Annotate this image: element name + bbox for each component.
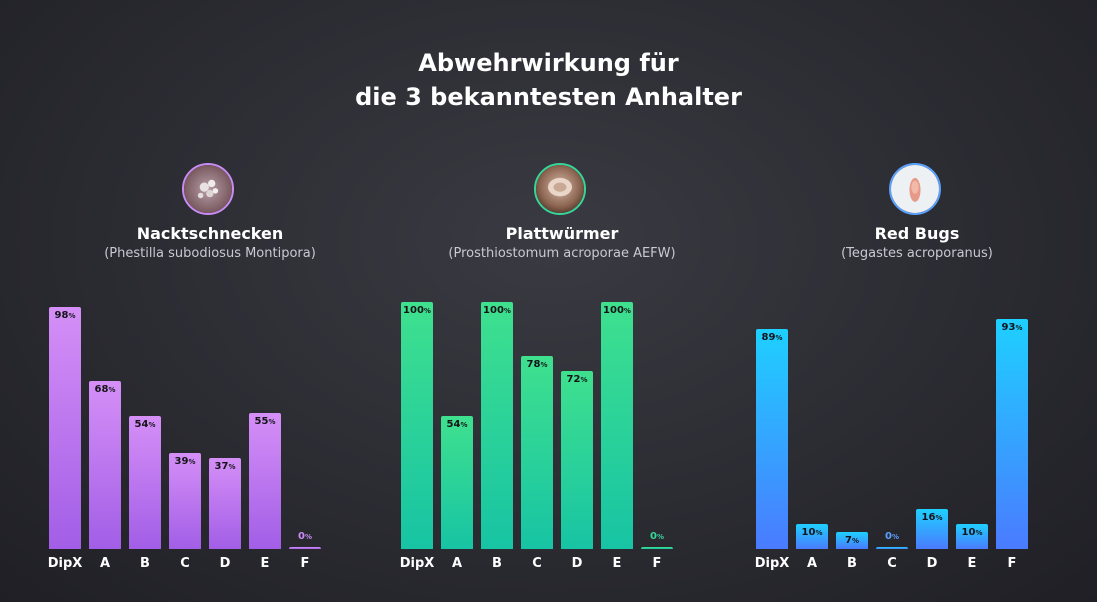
category-label: F bbox=[300, 556, 310, 571]
bar-chart-nacktschnecken: 98% DipX 68% A 54% B 39% C 37% D 55% E 0% F bbox=[45, 160, 375, 590]
data-label: 54% bbox=[446, 418, 468, 430]
chart-title-line-2: die 3 bekanntesten Anhalter bbox=[355, 83, 742, 111]
flatworm-photo-icon bbox=[534, 163, 586, 215]
bar-e bbox=[956, 524, 988, 549]
data-label: 0% bbox=[298, 531, 312, 542]
bar-e bbox=[249, 413, 281, 549]
bar-b bbox=[129, 415, 161, 549]
bar-b bbox=[481, 302, 513, 549]
category-label: DipX bbox=[399, 556, 435, 571]
red-bug-photo-icon bbox=[889, 163, 941, 215]
category-label: D bbox=[219, 556, 231, 571]
data-label: 7% bbox=[845, 534, 859, 546]
panel-subtitle: (Tegastes acroporanus) bbox=[841, 246, 993, 261]
bar-a bbox=[441, 415, 473, 549]
data-label: 54% bbox=[134, 418, 156, 430]
bar-f bbox=[289, 547, 321, 549]
bar-d bbox=[209, 457, 241, 549]
bar-dipx bbox=[756, 329, 788, 549]
data-label: 93% bbox=[1001, 322, 1023, 334]
bar-e bbox=[601, 302, 633, 549]
category-label: E bbox=[260, 556, 270, 571]
data-label: 10% bbox=[801, 527, 823, 539]
category-label: DipX bbox=[47, 556, 83, 571]
data-label: 39% bbox=[174, 455, 196, 467]
panel-title: Nacktschnecken bbox=[136, 224, 284, 243]
category-label: C bbox=[887, 556, 897, 571]
bar-c bbox=[521, 356, 553, 549]
bar-f bbox=[996, 319, 1028, 549]
bar-d bbox=[561, 371, 593, 549]
data-label: 78% bbox=[526, 359, 548, 371]
bar-c bbox=[876, 547, 908, 549]
category-label: DipX bbox=[754, 556, 790, 571]
bar-b bbox=[836, 531, 868, 549]
bar-f bbox=[641, 547, 673, 549]
category-label: A bbox=[806, 556, 818, 571]
chart-title-line-1: Abwehrwirkung für bbox=[418, 49, 679, 77]
data-label: 16% bbox=[921, 512, 943, 524]
bar-c bbox=[169, 452, 201, 549]
nudibranch-photo-icon bbox=[182, 163, 234, 215]
chart-title: Abwehrwirkung für die 3 bekanntesten Anh… bbox=[0, 46, 1097, 114]
panel-red-bugs: Red Bugs (Tegastes acroporanus) 89% DipX 1… bbox=[752, 160, 1082, 590]
data-label: 0% bbox=[885, 531, 899, 542]
data-label: 98% bbox=[54, 309, 76, 321]
data-label: 89% bbox=[761, 332, 783, 344]
category-label: A bbox=[99, 556, 111, 571]
panel-plattwuermer: Plattwürmer (Prosthiostomum acroporae AE… bbox=[397, 160, 727, 590]
panel-title: Red Bugs bbox=[874, 224, 960, 243]
panel-subtitle: (Prosthiostomum acroporae AEFW) bbox=[448, 246, 676, 261]
bar-d bbox=[916, 509, 948, 549]
panel-nacktschnecken: Nacktschnecken (Phestilla subodiosus Mon… bbox=[45, 160, 375, 590]
data-label: 100% bbox=[403, 305, 431, 316]
category-label: E bbox=[612, 556, 622, 571]
category-label: E bbox=[967, 556, 977, 571]
category-label: D bbox=[571, 556, 583, 571]
data-label: 100% bbox=[603, 305, 631, 316]
data-label: 72% bbox=[566, 374, 588, 386]
category-label: D bbox=[926, 556, 938, 571]
category-label: F bbox=[652, 556, 662, 571]
bar-chart-red-bugs: 89% DipX 10% A 7% B 0% C 16% D 10% E 93% F bbox=[752, 160, 1082, 590]
category-label: B bbox=[847, 556, 857, 571]
bar-a bbox=[89, 381, 121, 549]
bar-dipx bbox=[401, 302, 433, 549]
category-label: C bbox=[180, 556, 190, 571]
category-label: B bbox=[140, 556, 150, 571]
bar-a bbox=[796, 524, 828, 549]
data-label: 0% bbox=[650, 531, 664, 542]
category-label: B bbox=[492, 556, 502, 571]
panel-subtitle: (Phestilla subodiosus Montipora) bbox=[104, 246, 316, 261]
panel-title: Plattwürmer bbox=[505, 224, 619, 243]
bar-dipx bbox=[49, 306, 81, 549]
data-label: 100% bbox=[483, 305, 511, 316]
bar-chart-plattwuermer: 100% DipX 54% A 100% B 78% C 72% D 100% E 0% F bbox=[397, 160, 727, 590]
category-label: C bbox=[532, 556, 542, 571]
data-label: 37% bbox=[214, 460, 236, 472]
category-label: A bbox=[451, 556, 463, 571]
category-label: F bbox=[1007, 556, 1017, 571]
data-label: 10% bbox=[961, 527, 983, 539]
data-label: 55% bbox=[254, 416, 276, 428]
data-label: 68% bbox=[94, 384, 116, 396]
